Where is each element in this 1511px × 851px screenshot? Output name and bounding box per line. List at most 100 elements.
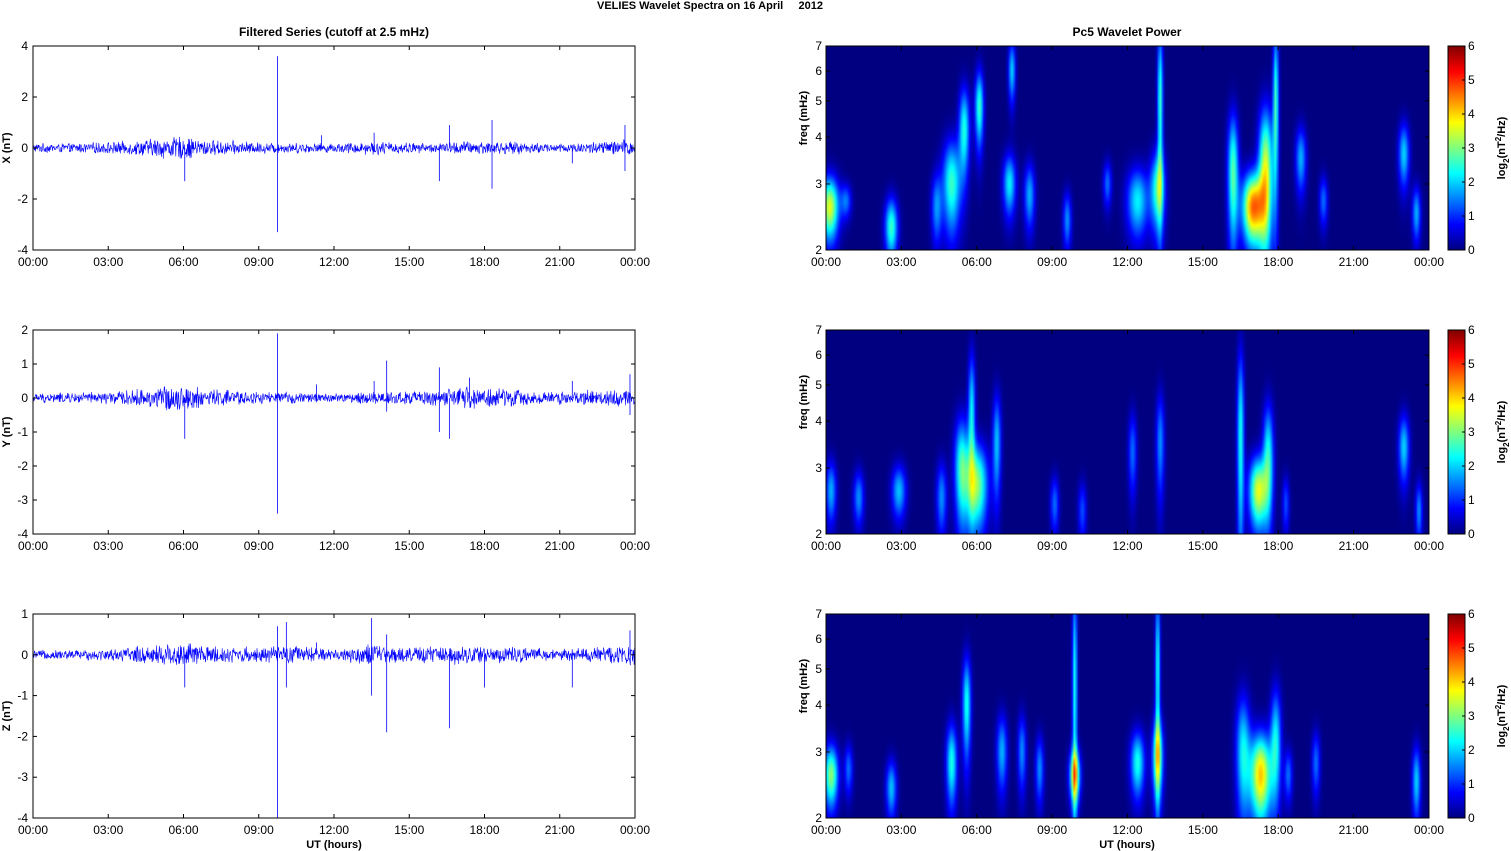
colorbar: 0 1 2 3 4 5 6 log2(nT2/Hz) xyxy=(1447,39,1511,257)
colorbar-tick-label: 3 xyxy=(1468,709,1475,723)
x-tick-label: 00:00 xyxy=(1414,823,1444,837)
y-tick-label: 6 xyxy=(815,348,822,362)
x-tick-label: 00:00 xyxy=(811,539,841,553)
colorbar-tick-label: 1 xyxy=(1468,209,1475,223)
y-tick-label: -2 xyxy=(17,192,28,206)
x-tick-label: 15:00 xyxy=(394,255,424,269)
x-tick-label: 12:00 xyxy=(1112,823,1142,837)
x-tick-label: 00:00 xyxy=(620,539,650,553)
colorbar-tick-label: 2 xyxy=(1468,743,1475,757)
x-tick-label: 18:00 xyxy=(1263,255,1293,269)
y-tick-label: 3 xyxy=(815,745,822,759)
x-tick-label: 09:00 xyxy=(1037,823,1067,837)
x-tick-label: 00:00 xyxy=(811,255,841,269)
timeseries-panel-y: -4 -3 -2 -1 0 1 2 00:00 03:00 06:00 09:00 12:00 15:0… xyxy=(1,323,650,553)
wavelet-panel-y: 2 3 4 5 6 7 00:00 03:00 06:00 09:00 12:00 15:00 18:0… xyxy=(798,323,1511,553)
y-tick-label: 2 xyxy=(815,811,822,825)
x-tick-label: 12:00 xyxy=(1112,255,1142,269)
y-tick-label: 7 xyxy=(815,323,822,337)
x-tick-label: 12:00 xyxy=(319,255,349,269)
colorbar-tick-label: 2 xyxy=(1468,175,1475,189)
x-tick-label: 21:00 xyxy=(1339,539,1369,553)
y-tick-label: 0 xyxy=(21,391,28,405)
colorbar-label: log2(nT2/Hz) xyxy=(1494,400,1511,463)
x-tick-label: 03:00 xyxy=(93,539,123,553)
timeseries-panel-z: -4 -3 -2 -1 0 1 00:00 03:00 06:00 09:00 12:00 15:00… xyxy=(1,607,650,837)
colorbar-tick-label: 0 xyxy=(1468,527,1475,541)
x-tick-label: 18:00 xyxy=(469,823,499,837)
y-tick-label: 2 xyxy=(815,527,822,541)
x-tick-label: 09:00 xyxy=(1037,255,1067,269)
colorbar-tick-label: 4 xyxy=(1468,391,1475,405)
y-tick-label: 7 xyxy=(815,39,822,53)
colorbar-tick-label: 6 xyxy=(1468,607,1475,621)
colorbar-tick-label: 6 xyxy=(1468,39,1475,53)
y-tick-label: 2 xyxy=(21,90,28,104)
colorbar-label: log2(nT2/Hz) xyxy=(1494,684,1511,747)
x-tick-label: 15:00 xyxy=(1188,539,1218,553)
y-tick-label: 5 xyxy=(815,378,822,392)
timeseries-trace xyxy=(32,643,636,666)
wavelet-heatmap xyxy=(826,614,1429,818)
y-tick-label: 5 xyxy=(815,662,822,676)
colorbar-gradient xyxy=(1448,46,1465,250)
colorbar-tick-label: 0 xyxy=(1468,243,1475,257)
y-tick-label: 4 xyxy=(815,414,822,428)
y-tick-label: -4 xyxy=(17,243,28,257)
x-tick-label: 00:00 xyxy=(1414,255,1444,269)
y-axis-label: freq (mHz) xyxy=(798,658,810,713)
colorbar-tick-label: 2 xyxy=(1468,459,1475,473)
y-tick-label: 6 xyxy=(815,64,822,78)
y-tick-label: 3 xyxy=(815,461,822,475)
y-tick-label: 3 xyxy=(815,177,822,191)
x-tick-label: 06:00 xyxy=(962,823,992,837)
colorbar-label: log2(nT2/Hz) xyxy=(1494,116,1511,179)
x-tick-label: 21:00 xyxy=(1339,255,1369,269)
x-tick-label: 09:00 xyxy=(1037,539,1067,553)
y-tick-label: -4 xyxy=(17,811,28,825)
x-tick-label: 18:00 xyxy=(469,255,499,269)
x-tick-label: 09:00 xyxy=(244,255,274,269)
y-tick-label: -1 xyxy=(17,425,28,439)
y-axis-label: X (nT) xyxy=(1,132,13,163)
wavelet-panel-x: 2 3 4 5 6 7 00:00 03:00 06:00 09:00 12:00 15:00 18:0… xyxy=(798,39,1511,269)
x-tick-label: 00:00 xyxy=(811,823,841,837)
timeseries-trace xyxy=(32,136,636,159)
x-tick-label: 03:00 xyxy=(886,823,916,837)
x-tick-label: 21:00 xyxy=(545,823,575,837)
x-tick-label: 00:00 xyxy=(18,255,48,269)
y-tick-label: -4 xyxy=(17,527,28,541)
x-tick-label: 12:00 xyxy=(319,823,349,837)
x-tick-label: 18:00 xyxy=(1263,823,1293,837)
figure-suptitle: VELIES Wavelet Spectra on 16 April 2012 xyxy=(597,0,823,12)
right-column-title: Pc5 Wavelet Power xyxy=(1073,25,1182,39)
wavelet-heatmap xyxy=(826,330,1429,534)
x-tick-label: 00:00 xyxy=(620,823,650,837)
y-tick-label: 4 xyxy=(815,698,822,712)
y-tick-label: -2 xyxy=(17,729,28,743)
y-axis-label: freq (mHz) xyxy=(798,374,810,429)
x-tick-label: 00:00 xyxy=(620,255,650,269)
y-tick-label: 5 xyxy=(815,94,822,108)
y-tick-label: 1 xyxy=(21,357,28,371)
x-tick-label: 09:00 xyxy=(244,823,274,837)
x-tick-label: 18:00 xyxy=(469,539,499,553)
axes-frame xyxy=(32,329,636,535)
y-tick-label: 0 xyxy=(21,648,28,662)
x-tick-label: 03:00 xyxy=(886,255,916,269)
left-x-axis-label: UT (hours) xyxy=(306,839,362,851)
timeseries-trace xyxy=(32,386,636,411)
x-tick-label: 12:00 xyxy=(1112,539,1142,553)
left-column-title: Filtered Series (cutoff at 2.5 mHz) xyxy=(239,25,429,39)
y-tick-label: 1 xyxy=(21,607,28,621)
x-tick-label: 00:00 xyxy=(18,539,48,553)
x-tick-label: 03:00 xyxy=(886,539,916,553)
colorbar: 0 1 2 3 4 5 6 log2(nT2/Hz) xyxy=(1447,607,1511,825)
x-tick-label: 03:00 xyxy=(93,255,123,269)
y-tick-label: 2 xyxy=(815,243,822,257)
colorbar-tick-label: 3 xyxy=(1468,425,1475,439)
colorbar-tick-label: 4 xyxy=(1468,675,1475,689)
y-tick-label: -2 xyxy=(17,459,28,473)
wavelet-heatmap xyxy=(826,46,1429,250)
